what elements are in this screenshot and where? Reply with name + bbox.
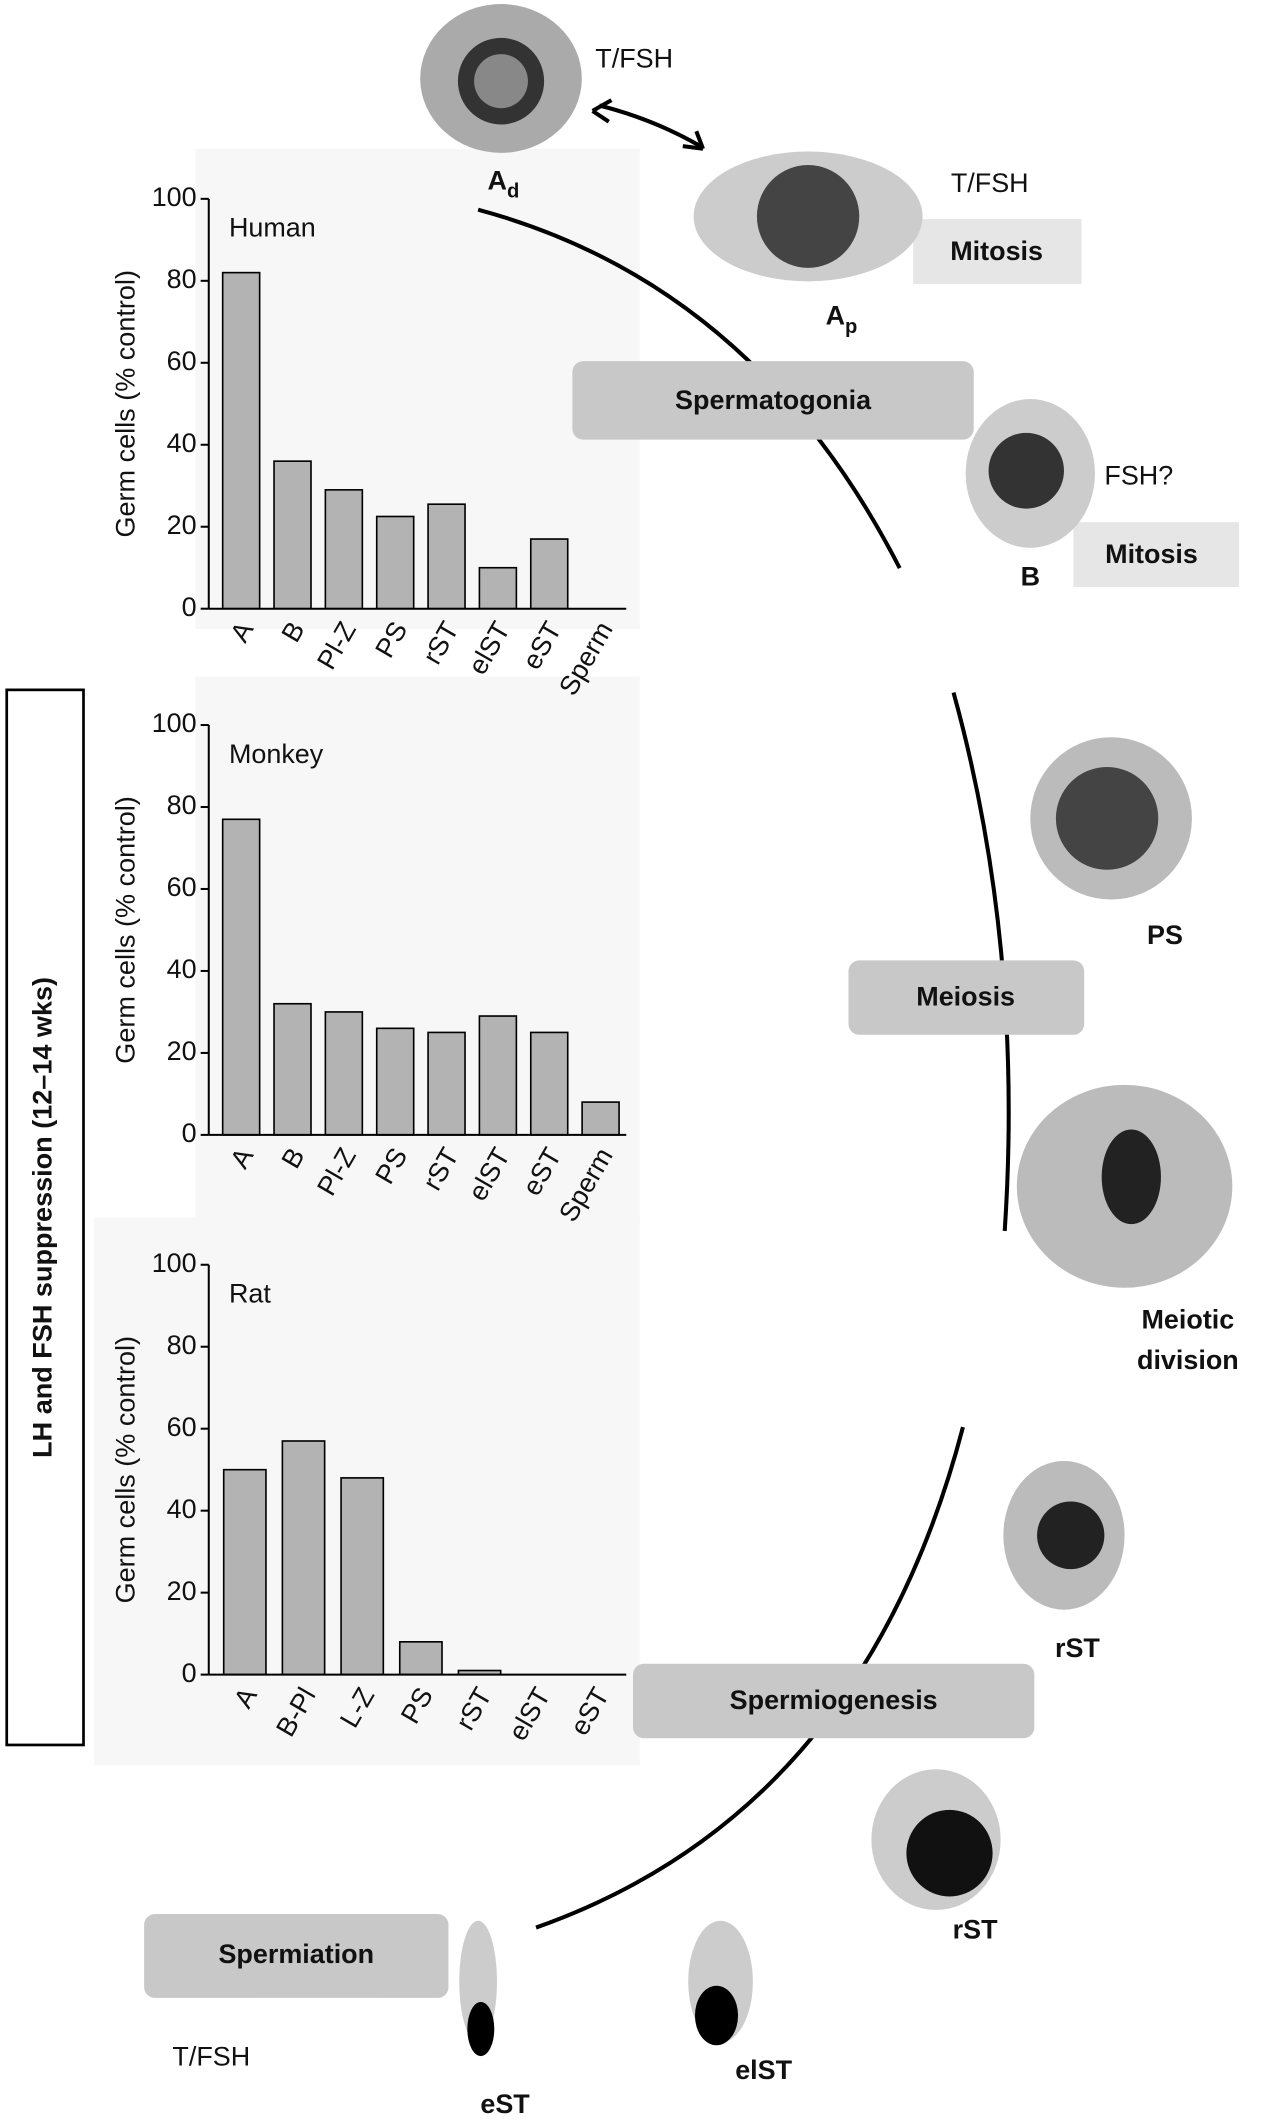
y-tick-label: 100 [152, 708, 197, 738]
cell-label: eST [480, 2089, 530, 2119]
bar [324, 489, 364, 610]
bar [427, 1031, 466, 1136]
y-tick-label: 60 [167, 346, 197, 376]
bar [375, 515, 415, 610]
cell-label: rST [1055, 1633, 1100, 1663]
y-tick-label: 80 [167, 264, 197, 294]
bar [529, 1031, 569, 1136]
bar [398, 1641, 443, 1676]
stage-label: Spermiation [218, 1939, 374, 1969]
y-axis-label: Germ cells (% control) [111, 270, 141, 537]
y-tick-label: 0 [182, 1658, 197, 1688]
bar [529, 538, 569, 610]
cell-label-main: A [488, 165, 507, 195]
bar [478, 1015, 518, 1136]
y-tick-label: 100 [152, 182, 197, 212]
bar [427, 503, 466, 610]
cell-label: PS [1147, 920, 1183, 950]
bar [273, 460, 312, 610]
hormone-label: T/FSH [951, 168, 1029, 198]
y-tick-label: 80 [167, 1330, 197, 1360]
bar [281, 1440, 326, 1676]
bar [324, 1011, 364, 1136]
cell-label: Ad [488, 165, 520, 202]
cell-label: elST [735, 2055, 792, 2085]
y-tick-label: 60 [167, 1412, 197, 1442]
y-tick-label: 40 [167, 428, 197, 458]
y-tick-label: 80 [167, 790, 197, 820]
stage-label: Spermatogonia [675, 385, 872, 415]
y-tick-label: 0 [182, 592, 197, 622]
bar [221, 818, 261, 1136]
y-tick-label: 60 [167, 872, 197, 902]
y-tick-label: 0 [182, 1118, 197, 1148]
chart-title: Monkey [229, 739, 324, 769]
hormone-label: T/FSH [172, 2041, 250, 2071]
cell-label-sub: p [845, 316, 857, 338]
y-axis-label: Germ cells (% control) [111, 796, 141, 1063]
hormone-label: FSH? [1104, 460, 1173, 490]
cell-label: rST [953, 1914, 998, 1944]
y-axis-label: Germ cells (% control) [111, 1336, 141, 1603]
y-tick-label: 40 [167, 954, 197, 984]
cell-label-sub: d [507, 180, 519, 202]
bar [375, 1027, 415, 1136]
y-tick-label: 100 [152, 1248, 197, 1278]
bar [581, 1101, 620, 1136]
cell-label: Ap [826, 301, 858, 338]
chart-title: Rat [229, 1279, 271, 1309]
cell-label: B [1021, 562, 1040, 592]
bar [222, 1468, 267, 1676]
stage-label: Meiosis [916, 981, 1015, 1011]
bar [478, 566, 518, 610]
layout [5, 4, 1240, 2057]
mitosis-label: Mitosis [1105, 539, 1198, 569]
y-tick-label: 20 [167, 1036, 197, 1066]
mitosis-label: Mitosis [950, 236, 1043, 266]
stage-label: Spermiogenesis [730, 1685, 938, 1715]
y-tick-label: 20 [167, 1576, 197, 1606]
bar [340, 1477, 385, 1676]
hormone-label: T/FSH [595, 44, 673, 74]
cell-label: Meiotic [1142, 1304, 1235, 1334]
y-tick-label: 20 [167, 510, 197, 540]
side-label: LH and FSH suppression (12–14 wks) [28, 977, 58, 1458]
bar [273, 1002, 312, 1136]
cell-label: division [1137, 1345, 1239, 1375]
y-tick-label: 40 [167, 1494, 197, 1524]
chart-title: Human [229, 213, 316, 243]
bar [221, 271, 261, 610]
cell-label-main: A [826, 301, 845, 331]
